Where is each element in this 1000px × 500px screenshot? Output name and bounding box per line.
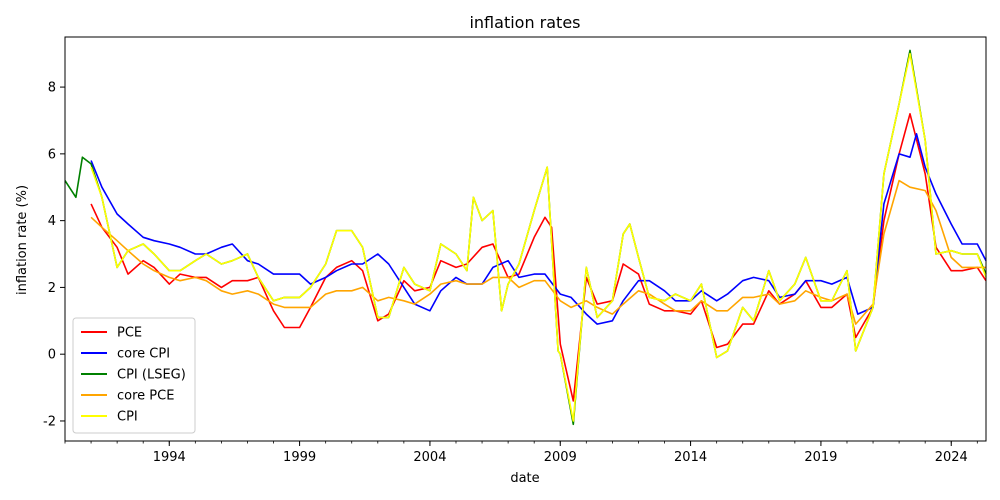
y-axis-ticks: -2 0 2 4 6 8 [43,81,65,429]
plot-frame [64,36,987,442]
chart-title: inflation rates [469,13,580,32]
series-line-1 [90,113,987,402]
y-tick-label: 2 [48,281,56,296]
legend-label: core PCE [117,389,174,404]
x-tick-label: 2014 [674,450,707,465]
y-tick-label: -2 [43,414,56,429]
legend-label: PCE [117,326,142,341]
x-tick-label: 2024 [935,450,968,465]
x-axis-ticks: 1994 1999 2004 2009 2014 2019 2024 [64,441,978,465]
x-tick-label: 2019 [804,450,837,465]
legend-label: core CPI [117,347,170,362]
series-line-5 [90,52,987,422]
series-layer [64,49,987,426]
y-axis-label: inflation rate (%) [15,185,30,295]
legend-box [72,317,196,434]
series-line-2 [90,133,987,325]
y-tick-label: 6 [48,147,56,162]
x-tick-label: 1999 [283,450,316,465]
x-tick-label: 2004 [413,450,446,465]
y-tick-label: 8 [48,81,56,96]
legend-label: CPI [117,410,138,425]
legend: PCE core CPI CPI (LSEG) core PCE CPI [72,317,196,434]
legend-label: CPI (LSEG) [117,368,186,383]
x-tick-label: 1994 [153,450,186,465]
x-axis-label: date [510,471,539,486]
y-tick-label: 4 [48,214,56,229]
series-line-4 [90,179,986,325]
y-tick-label: 0 [48,348,56,363]
x-tick-label: 2009 [544,450,577,465]
series-line-3 [64,49,987,426]
